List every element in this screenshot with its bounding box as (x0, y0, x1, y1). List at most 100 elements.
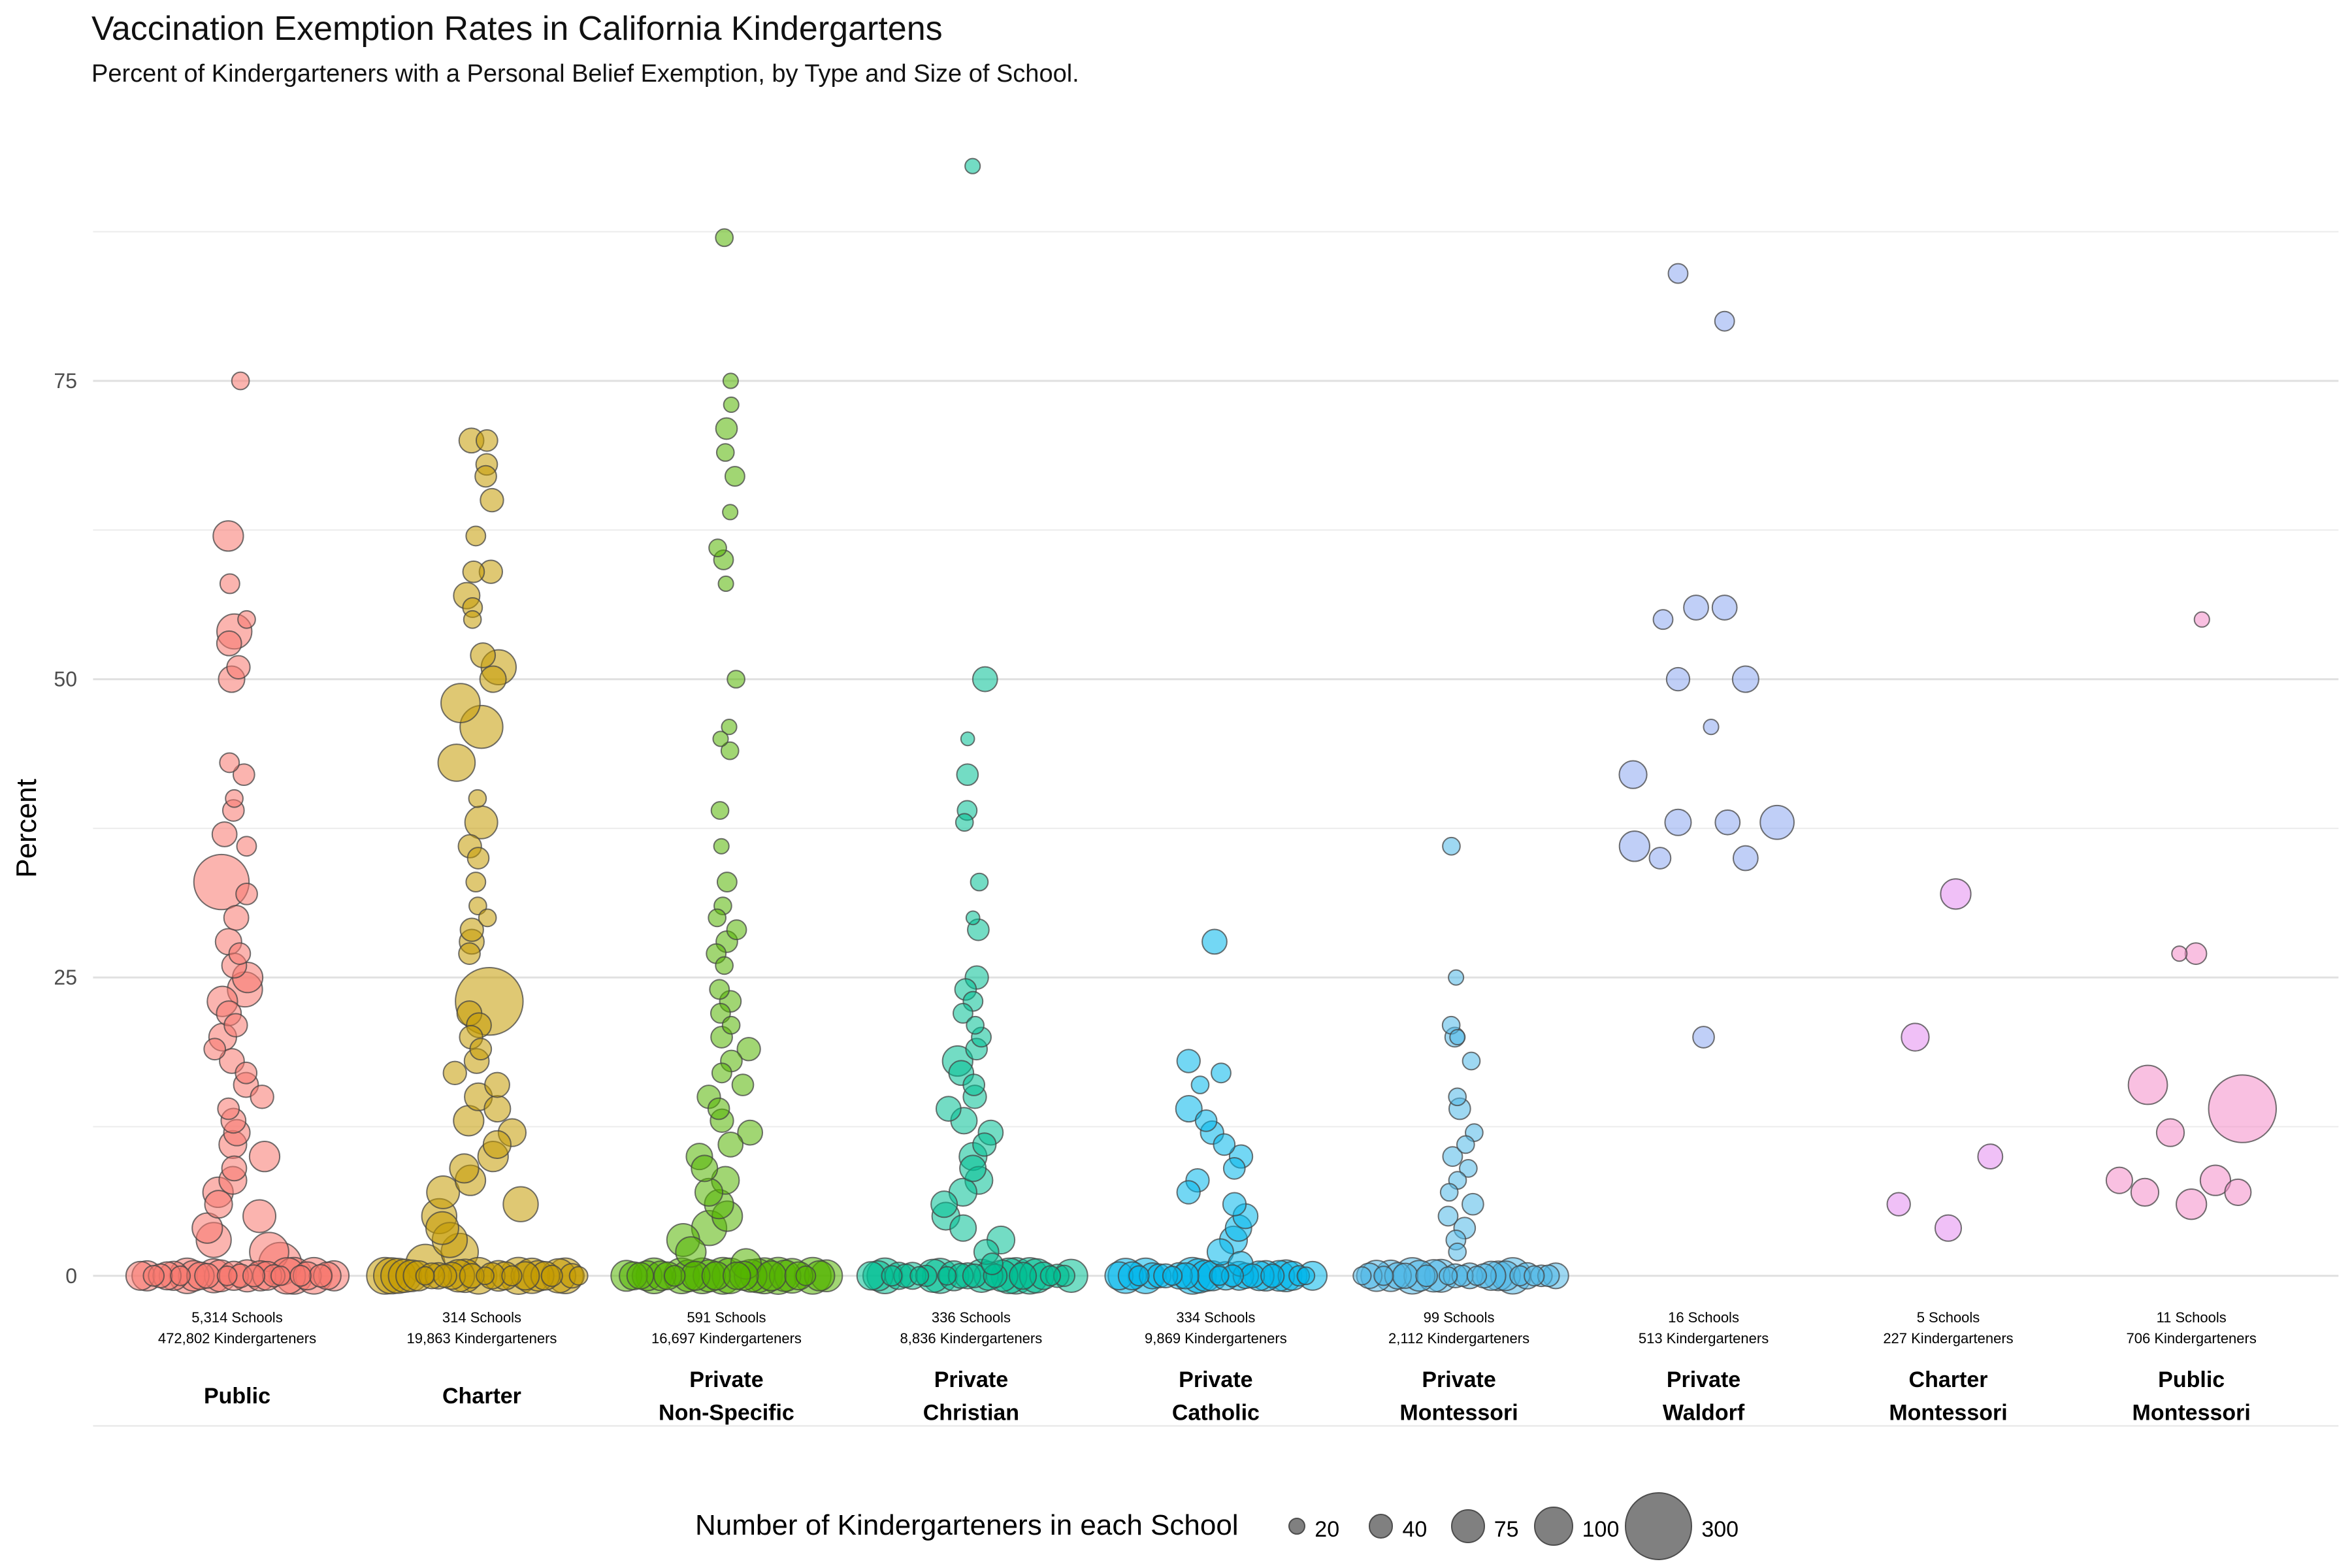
data-point (1664, 808, 1692, 836)
kindergartener-count: 472,802 Kindergarteners (158, 1330, 316, 1347)
data-point (1352, 1266, 1372, 1286)
data-point (1462, 1192, 1484, 1216)
data-point (727, 670, 745, 689)
data-point (708, 538, 727, 558)
series-3 (856, 157, 1088, 1295)
data-point (440, 683, 481, 723)
legend-size-label: 75 (1494, 1517, 1519, 1542)
data-point (1222, 1157, 1246, 1180)
data-point (909, 1266, 930, 1286)
data-point (2127, 1064, 2168, 1105)
legend-size-label: 300 (1701, 1517, 1739, 1542)
data-point (217, 1097, 240, 1120)
data-point (480, 487, 504, 513)
data-point (289, 1264, 312, 1287)
data-point (1175, 1095, 1203, 1123)
category-label: Private (1179, 1367, 1252, 1392)
data-point (1442, 1146, 1463, 1168)
data-point (1201, 928, 1228, 955)
category-label: Montessori (1889, 1400, 2007, 1425)
school-count: 16 Schools (1668, 1309, 1739, 1326)
data-point (479, 665, 507, 693)
data-point (540, 1264, 563, 1287)
school-count: 591 Schools (687, 1309, 766, 1326)
data-point (795, 1265, 817, 1286)
data-point (1448, 1087, 1467, 1107)
data-point (1466, 1266, 1488, 1286)
data-point (1260, 1264, 1285, 1288)
school-count: 334 Schools (1176, 1309, 1255, 1326)
data-point (476, 1266, 495, 1286)
category-label: Public (2158, 1367, 2225, 1392)
data-point (1211, 1062, 1232, 1084)
school-count: 5 Schools (1917, 1309, 1980, 1326)
data-point (930, 1190, 958, 1218)
chart-plot: 0 25 50 75 Percent 5,314 Schools 472,802 Kind… (10, 157, 2339, 1427)
points-layer (125, 157, 2278, 1295)
school-count: 99 Schools (1424, 1309, 1495, 1326)
data-point (2130, 1177, 2160, 1207)
data-point (691, 1154, 719, 1183)
data-point (219, 752, 240, 774)
data-point (142, 1264, 165, 1287)
data-point (236, 836, 257, 857)
data-point (1940, 878, 1972, 910)
data-point (962, 1073, 986, 1096)
series-8 (2105, 611, 2278, 1220)
data-point (464, 805, 498, 840)
category-labels: 5,314 Schools 472,802 Kindergarteners Publ… (158, 1309, 2257, 1425)
category-label: Charter (1909, 1367, 1988, 1392)
category-label: Catholic (1172, 1400, 1260, 1425)
data-point (426, 1175, 461, 1209)
data-point (724, 466, 745, 487)
data-point (1618, 760, 1648, 789)
school-count: 11 Schools (2157, 1309, 2227, 1326)
legend-size-dot (1450, 1509, 1485, 1543)
data-point (2105, 1166, 2133, 1194)
data-point (717, 575, 734, 593)
data-point (722, 1261, 751, 1290)
category-label: Public (204, 1384, 270, 1409)
data-point (1439, 1183, 1459, 1202)
data-point (1618, 830, 1650, 862)
kindergartener-count: 2,112 Kindergarteners (1388, 1330, 1529, 1347)
data-point (720, 741, 740, 760)
data-point (459, 917, 484, 942)
data-point (726, 919, 747, 941)
category-label: Private (689, 1367, 763, 1392)
data-point (721, 719, 738, 736)
data-point (470, 642, 497, 668)
series-2 (610, 228, 843, 1295)
data-point (170, 1265, 191, 1286)
data-point (1459, 1159, 1478, 1178)
data-point (1886, 1192, 1911, 1217)
data-point (965, 910, 981, 926)
data-point (711, 1062, 732, 1084)
data-point (1456, 1135, 1475, 1154)
category-label: Private (1422, 1367, 1495, 1392)
data-point (955, 813, 974, 832)
category-label: Private (1667, 1367, 1740, 1392)
data-point (712, 730, 729, 747)
data-point (1296, 1266, 1316, 1286)
data-point (964, 157, 981, 174)
data-point (225, 789, 244, 808)
data-point (501, 1265, 523, 1287)
data-point (212, 520, 244, 552)
data-point (959, 1154, 987, 1183)
data-point (1448, 969, 1465, 986)
data-point (2155, 1118, 2185, 1147)
data-point (1648, 847, 1672, 870)
data-point (626, 1262, 655, 1290)
data-point (949, 1214, 977, 1242)
data-point (722, 372, 739, 389)
y-tick-label: 0 (65, 1264, 77, 1288)
data-point (465, 525, 487, 547)
kindergartener-count: 513 Kindergarteners (1639, 1330, 1769, 1347)
data-point (1683, 595, 1709, 621)
data-point (248, 1141, 281, 1173)
data-point (956, 763, 979, 787)
data-point (722, 504, 739, 521)
data-point (715, 956, 734, 975)
data-point (937, 1266, 957, 1286)
